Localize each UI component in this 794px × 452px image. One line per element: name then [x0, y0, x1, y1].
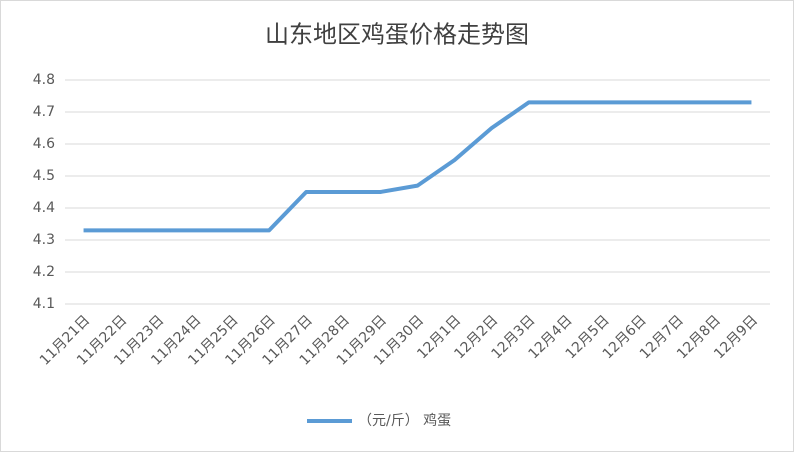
y-tick-label: 4.4: [33, 200, 55, 216]
y-tick-label: 4.8: [33, 72, 55, 88]
y-tick-label: 4.6: [33, 136, 55, 152]
y-tick-label: 4.2: [33, 264, 55, 280]
y-tick-label: 4.1: [33, 296, 55, 312]
data-line: [83, 100, 752, 233]
y-tick-label: 4.5: [33, 168, 55, 184]
chart-title: 山东地区鸡蛋价格走势图: [265, 21, 529, 49]
y-tick-label: 4.3: [33, 232, 55, 248]
legend-label: （元/斤） 鸡蛋: [358, 412, 451, 429]
y-tick-label: 4.7: [33, 104, 55, 120]
